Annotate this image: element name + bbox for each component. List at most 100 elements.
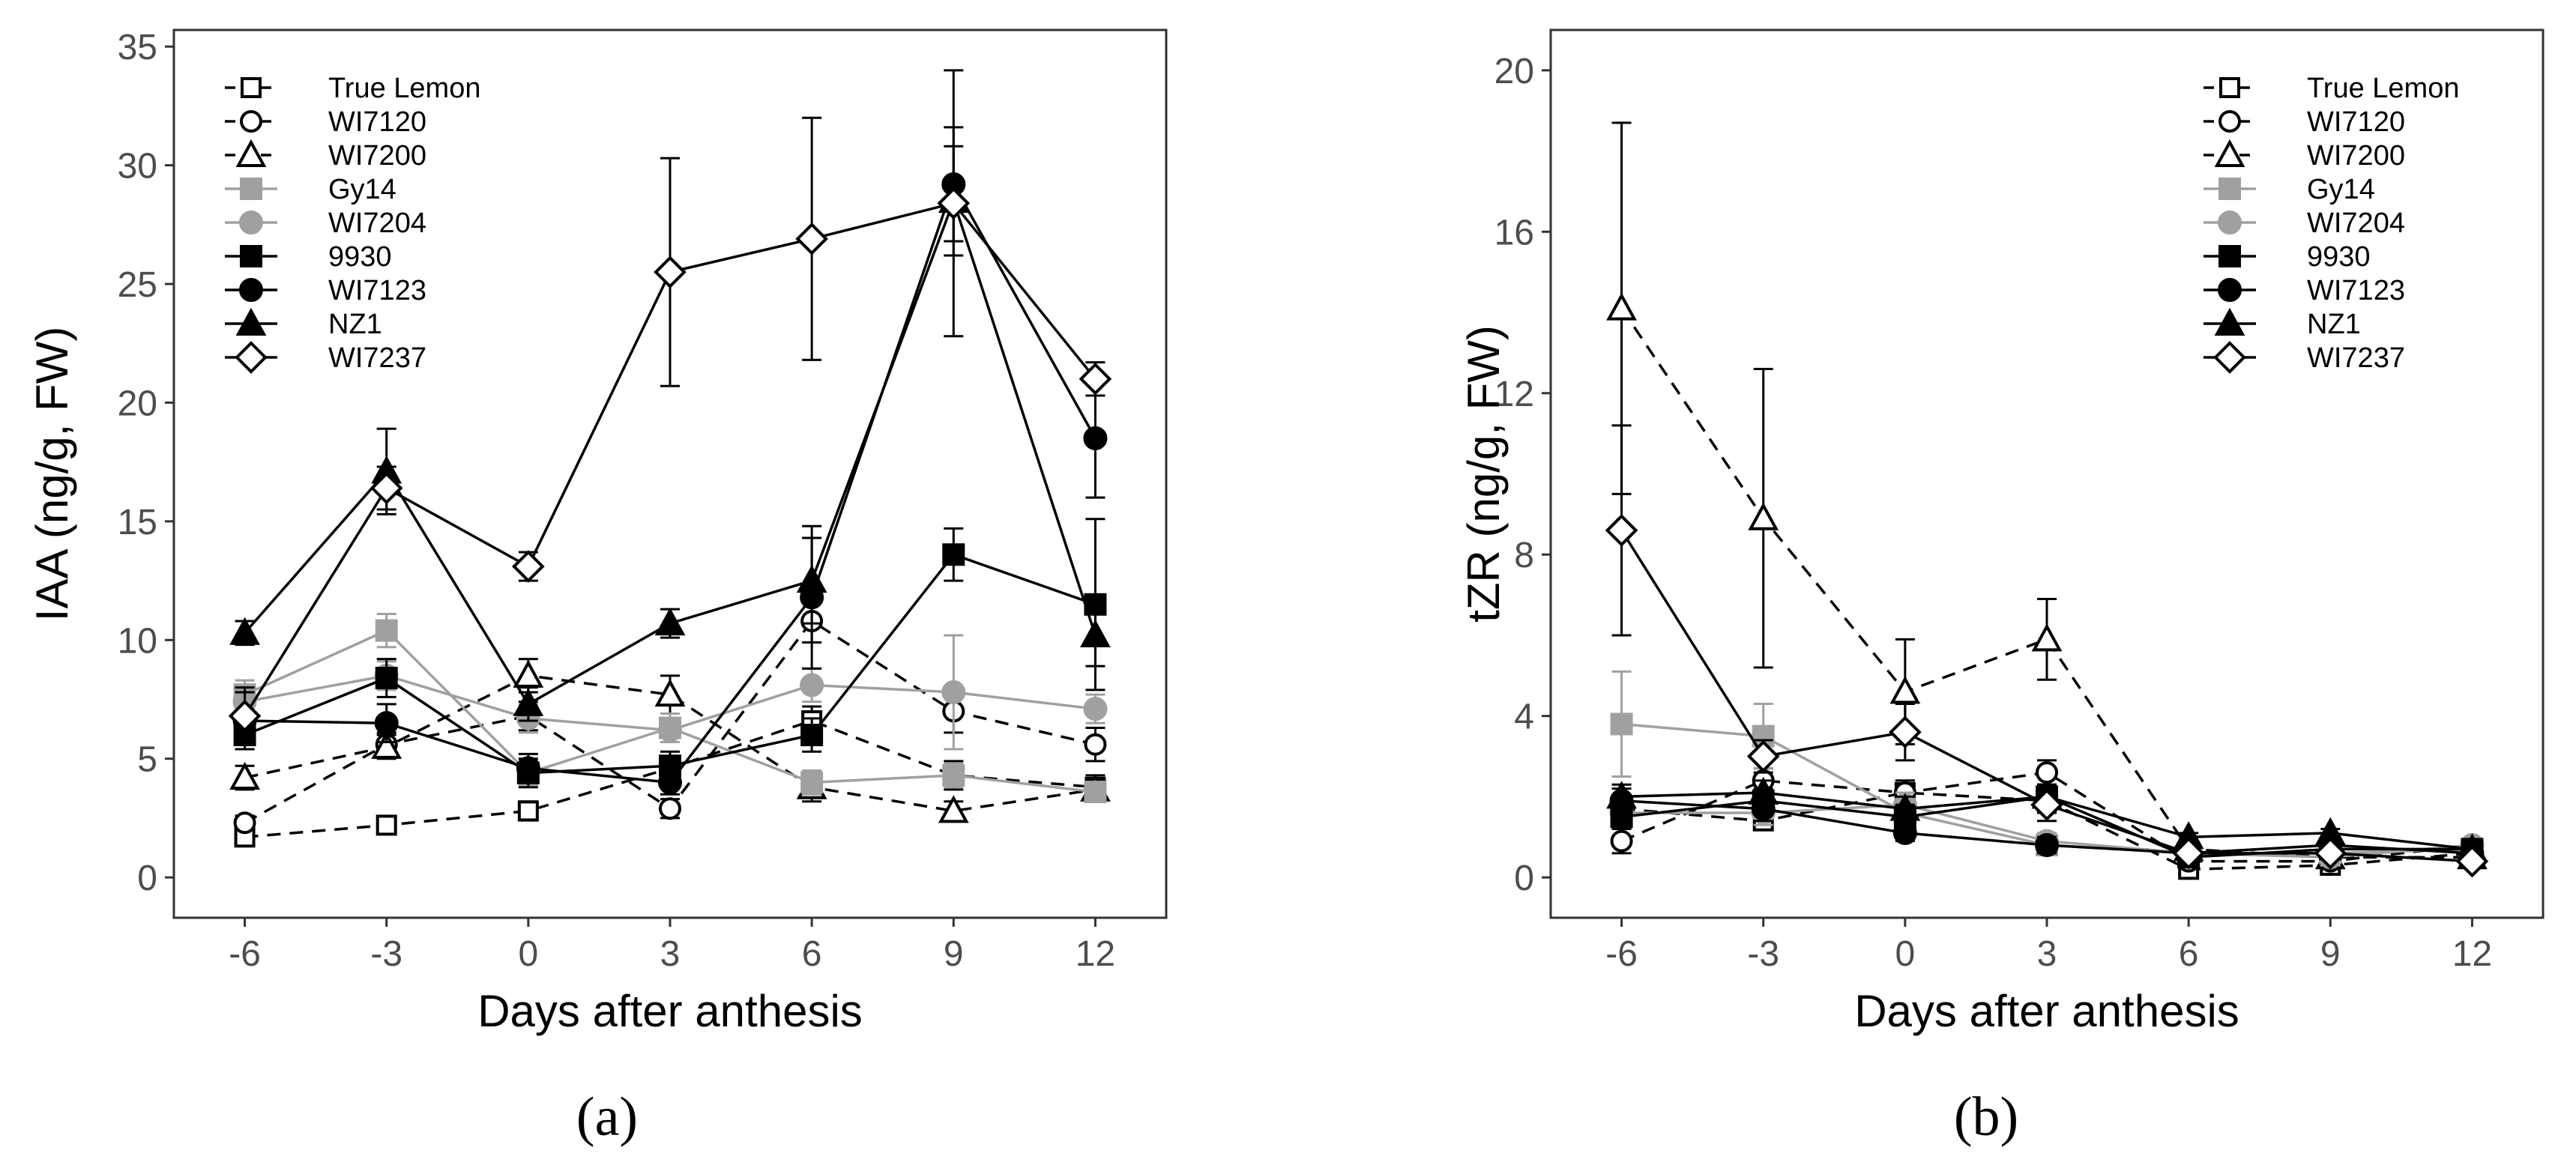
data-point [228,699,262,733]
data-point [2035,833,2059,858]
data-point [1748,502,1779,530]
data-point [658,770,682,795]
data-point [1610,829,1633,853]
data-point [1083,426,1108,450]
data-point [938,795,969,823]
legend-item: WI7237 [225,341,426,374]
legend-label: Gy14 [2307,174,2375,205]
data-point [371,730,402,759]
data-point [1084,733,1107,756]
panel-a: 0 5 10 15 20 25 30 35 -6 -3 0 3 6 9 12 Days after anthe… [27,28,1168,1148]
data-point [1606,781,1637,809]
legend-label: WI7123 [328,275,426,306]
legend-item: 9930 [225,241,392,273]
series-wi7237 [1605,424,2489,878]
legend-item: WI7200 [225,139,426,172]
legend-label: WI7237 [2307,342,2405,374]
x-tick-label: 0 [1895,934,1916,974]
data-point [659,797,681,820]
legend-item: Gy14 [2204,174,2375,205]
legend-label: WI7120 [2307,106,2405,138]
legend-marker [240,245,262,267]
data-point [654,679,686,707]
x-tick-label: 9 [944,934,964,974]
legend-item: Gy14 [225,174,396,205]
data-point [1892,820,1917,845]
legend-marker [2219,77,2240,98]
x-tick-label: 6 [802,934,822,974]
legend-label: WI7204 [2307,208,2405,239]
legend-marker [2218,278,2242,302]
legend-label: 9930 [2307,241,2371,273]
y-axis-title: tZR (ng/g, FW) [1459,325,1509,623]
y-tick-label: 20 [118,384,157,423]
legend-item: WI7120 [225,106,426,138]
data-point [233,811,256,835]
data-point [229,761,260,790]
x-tick-label: -3 [1747,934,1779,974]
data-point [1746,739,1780,773]
data-point [513,659,544,688]
legend-marker [2218,211,2242,234]
y-tick-label: 8 [1514,536,1534,575]
data-point [229,617,260,645]
y-axis-title: IAA (ng/g, FW) [27,327,77,621]
data-point [2031,623,2063,652]
legend-label: WI7204 [328,208,426,239]
y-tick-label: 35 [118,28,157,67]
data-point [369,471,403,505]
legend-item: WI7200 [2204,139,2405,172]
y-tick-label: 16 [1494,213,1534,252]
y-tick-label: 25 [118,265,157,305]
y-tick-label: 4 [1514,698,1534,737]
legend-marker [239,211,263,234]
data-point [512,550,545,583]
legend-label: Gy14 [328,174,396,205]
panel-label: (b) [1954,1086,2018,1148]
data-point [1605,514,1638,547]
legend-label: True Lemon [328,73,480,104]
legend-marker [235,341,268,374]
data-point [375,666,398,689]
y-tick-label: 15 [118,503,157,542]
y-tick-label: 10 [118,621,157,661]
legend-item: True Lemon [2204,73,2459,104]
data-point [1606,292,1637,321]
series-9930 [233,518,1107,789]
legend-label: WI7200 [2307,140,2405,172]
legend-item: WI7123 [2204,275,2405,306]
data-point [1889,676,1921,704]
data-point [2030,788,2063,822]
data-point [2455,844,2489,878]
legend-label: WI7237 [328,342,426,374]
legend-marker [2218,178,2241,200]
legend-item: WI7204 [2204,208,2405,239]
data-point [1080,619,1111,647]
data-point [795,222,828,255]
legend-label: 9930 [328,241,392,273]
legend-item: NZ1 [2204,307,2361,340]
data-point [654,255,687,289]
data-point [2314,836,2347,870]
legend-label: NZ1 [2307,309,2361,340]
legend-item: WI7237 [2204,341,2405,374]
data-point [658,718,682,742]
data-point [654,607,686,636]
legend-label: True Lemon [2307,73,2459,104]
data-point [1079,362,1112,396]
x-tick-label: 3 [660,934,681,974]
legend-marker [239,278,263,302]
legend-marker [2218,245,2241,267]
legend-marker [2218,110,2241,133]
legend-marker [240,178,262,200]
panel-b: 0 4 8 12 16 20 -6 -3 0 3 6 9 12 Days after anthesis tZ… [1459,28,2545,1148]
legend-item: WI7120 [2204,106,2405,138]
y-tick-label: 30 [118,147,157,187]
legend-marker [2213,341,2246,374]
data-point [1748,776,1779,805]
x-tick-label: 6 [2179,934,2199,974]
data-point [1083,697,1108,721]
legend-label: WI7120 [328,106,426,138]
legend-marker [235,139,267,167]
